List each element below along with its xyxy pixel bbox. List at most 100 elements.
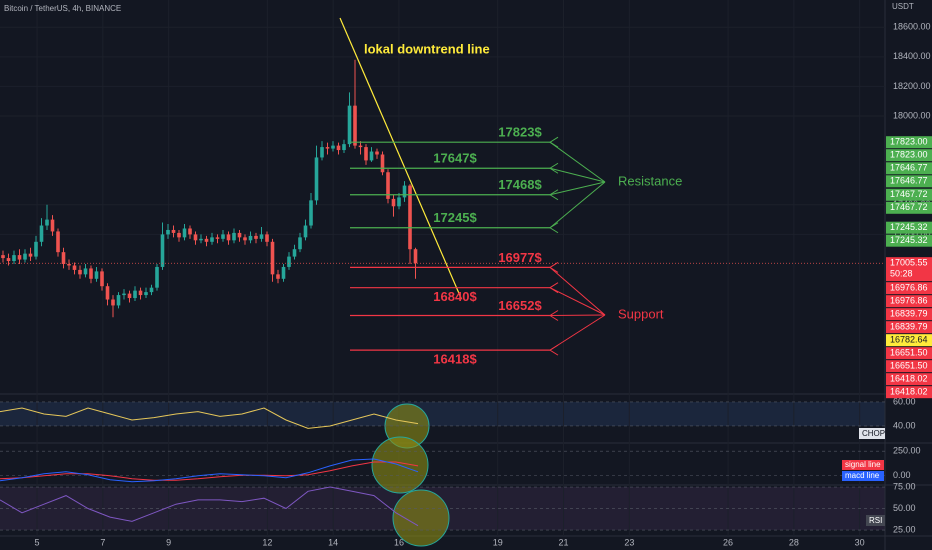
candle-body <box>331 145 335 149</box>
candle-body <box>254 235 258 239</box>
y-tick-label: 40.00 <box>893 420 916 430</box>
price-tag-label: 17646.77 <box>890 163 928 173</box>
candle-body <box>391 198 396 207</box>
candle-body <box>210 237 214 242</box>
candle-body <box>116 295 121 306</box>
candle-body <box>292 249 297 257</box>
highlight <box>392 489 450 547</box>
y-tick-label: 18000.00 <box>893 110 931 120</box>
candle-body <box>215 237 220 239</box>
y-tick-label: 18400.00 <box>893 51 931 61</box>
price-tag <box>886 347 932 360</box>
downtrend-line <box>339 17 462 299</box>
candle-body <box>122 293 126 296</box>
price-tag-label: 16839.79 <box>890 322 928 332</box>
indicators: 60.00 40.00 CHOP 250.00 0.00 signal line macd … <box>0 396 921 534</box>
level-label: 16418$ <box>433 352 477 367</box>
candle-body <box>397 197 401 207</box>
y-tick-label: 17200.00 <box>893 229 931 239</box>
candle-body <box>28 253 33 257</box>
indicator-line <box>0 458 419 483</box>
price-tag-label: 16976.86 <box>890 283 928 293</box>
y-tick-label: 250.00 <box>893 446 921 456</box>
x-tick-label: 5 <box>35 537 40 547</box>
candle-body <box>83 268 88 275</box>
candle-body <box>364 147 368 161</box>
callout-arrow <box>549 314 606 351</box>
price-tag-label: 16418.02 <box>890 387 928 397</box>
price-tag-label: 17467.72 <box>890 202 928 212</box>
candle-body <box>232 232 236 241</box>
candle-body <box>127 293 132 299</box>
annotation: lokal downtrend line <box>364 41 490 56</box>
level-label: 17245$ <box>433 210 477 225</box>
candle-body <box>72 265 77 270</box>
y-tick-label: 50.00 <box>893 503 916 513</box>
candle-body <box>6 258 11 262</box>
candle-body <box>237 232 242 238</box>
y-tick-label: 25.00 <box>893 524 916 534</box>
candle-body <box>325 147 330 149</box>
x-tick-label: 26 <box>723 537 733 547</box>
candle-body <box>78 269 82 275</box>
level-arrowhead <box>549 222 559 234</box>
candle-body <box>369 151 374 161</box>
price-tag-label: 16651.50 <box>890 348 928 358</box>
callout-arrow <box>549 141 606 183</box>
candle-body <box>171 229 176 233</box>
candle-body <box>177 232 181 238</box>
candle-body <box>281 266 286 279</box>
legend-label: macd line <box>845 471 880 480</box>
price-tag-label: 17005.55 <box>890 258 928 268</box>
level-label: 16977$ <box>498 250 542 265</box>
candle-body <box>353 105 357 146</box>
y-tick-label: 18200.00 <box>893 81 931 91</box>
price-tag <box>886 373 932 386</box>
legend-box <box>842 460 884 470</box>
price-tag <box>886 175 932 188</box>
candle-body <box>144 292 148 296</box>
candle-body <box>276 274 280 279</box>
price-tag <box>886 295 932 308</box>
callout-arrow <box>549 267 606 316</box>
price-tag-label: 17467.72 <box>890 189 928 199</box>
candle-body <box>320 147 324 158</box>
candle-body <box>160 234 165 267</box>
price-tag <box>886 162 932 175</box>
candle-body <box>303 225 308 238</box>
price-tag-label: 17245.32 <box>890 235 928 245</box>
indicator-line <box>0 407 419 429</box>
price-tag-label: 16651.50 <box>890 361 928 371</box>
x-tick-label: 7 <box>100 537 105 547</box>
x-tick-label: 14 <box>328 537 338 547</box>
candle-body <box>34 241 38 257</box>
price-tag <box>886 201 932 214</box>
candle-body <box>259 234 264 239</box>
candle-body <box>50 219 55 232</box>
candle-body <box>100 271 104 287</box>
legend-box <box>842 471 884 481</box>
candle-body <box>243 237 247 241</box>
candle-body <box>1 255 5 259</box>
price-tag <box>886 257 932 282</box>
candle-body <box>111 299 115 306</box>
price-tag <box>886 221 932 234</box>
price-tag <box>886 334 932 347</box>
price-tag <box>886 321 932 334</box>
indicator-line <box>0 486 419 527</box>
candle-body <box>149 287 154 293</box>
candle-body <box>193 234 198 241</box>
price-tag <box>886 360 932 373</box>
price-tag <box>886 282 932 295</box>
price-tag-label: 17646.77 <box>890 176 928 186</box>
x-tick-label: 16 <box>394 537 404 547</box>
x-tick-label: 9 <box>166 537 171 547</box>
candle-body <box>248 235 253 241</box>
candle-body <box>105 286 110 300</box>
candle-body <box>89 268 93 279</box>
chop-band <box>0 402 885 426</box>
candle-body <box>166 229 170 235</box>
marks <box>0 59 885 318</box>
